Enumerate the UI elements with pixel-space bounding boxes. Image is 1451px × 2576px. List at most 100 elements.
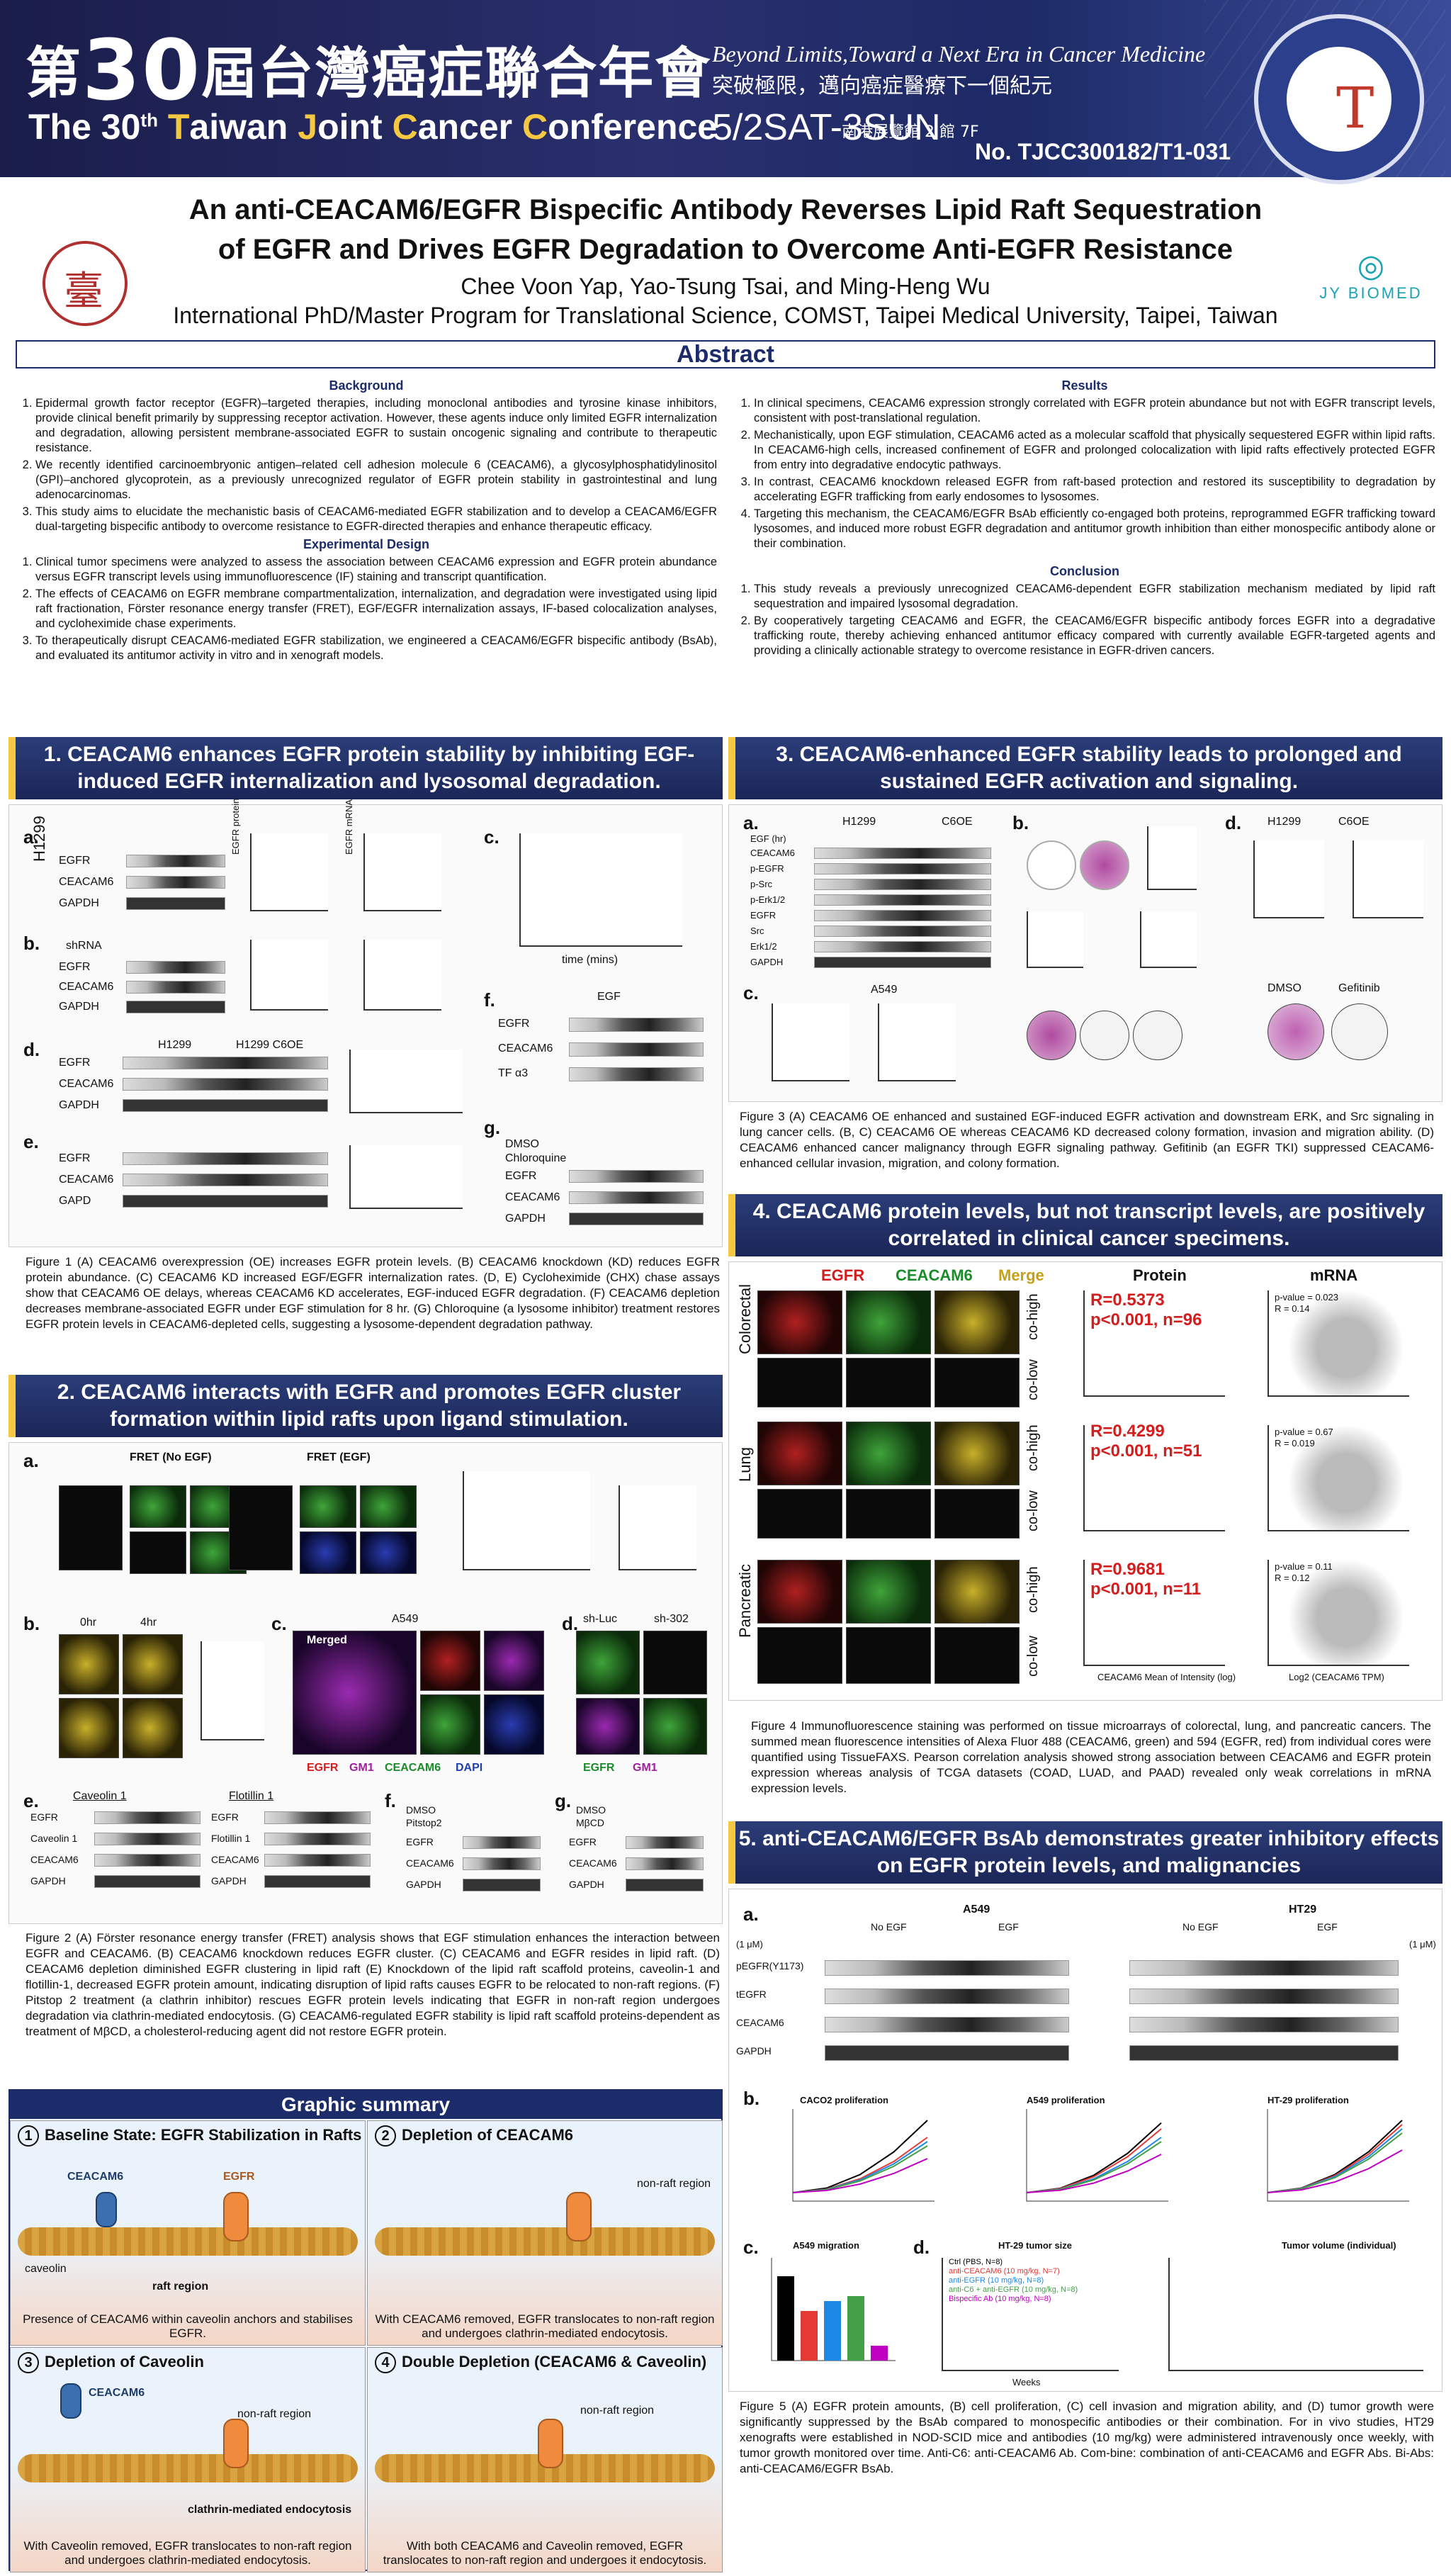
western-blot-band <box>463 1836 541 1849</box>
individual-tumor-plot <box>1168 2258 1423 2371</box>
ihc-image <box>935 1560 1020 1624</box>
panel-label: e. <box>23 1131 39 1152</box>
conclusion-list: This study reveals a previously unrecogn… <box>734 582 1435 658</box>
panel-label: c. <box>271 1613 287 1634</box>
conclusion-heading: Conclusion <box>1050 564 1119 578</box>
ihc-image <box>846 1489 931 1539</box>
colony-dish <box>1133 1011 1182 1060</box>
graphic-summary-heading: Graphic summary <box>10 2091 721 2119</box>
western-blot-band <box>825 1989 1069 2004</box>
section-4-heading: 4. CEACAM6 protein levels, but not trans… <box>728 1194 1442 1256</box>
egfr-receptor-icon <box>566 2192 592 2242</box>
panel-label: a. <box>23 1450 39 1471</box>
figure-2-caption: Figure 2 (A) Förster resonance energy tr… <box>26 1931 720 2038</box>
egfr-receptor-icon <box>223 2192 249 2242</box>
jy-logo-icon: ◎ <box>1357 249 1385 283</box>
axis <box>1267 2109 1409 2202</box>
list-item: Epidermal growth factor receptor (EGFR)–… <box>35 396 717 456</box>
abstract-right-column: Results In clinical specimens, CEACAM6 e… <box>734 376 1435 660</box>
panel-label: c. <box>743 982 759 1003</box>
western-blot-band <box>569 1018 704 1032</box>
migration-bar <box>777 2276 794 2361</box>
egfr-receptor-icon <box>538 2419 563 2468</box>
conference-seal-logo: T <box>1254 14 1424 184</box>
list-item: Clinical tumor specimens were analyzed t… <box>35 555 717 585</box>
conference-dates: 5/2SAT-3SUN <box>712 107 941 148</box>
western-blot-band <box>126 897 225 910</box>
fret-image <box>130 1485 186 1528</box>
bar-plot <box>363 940 441 1011</box>
series-line <box>792 2145 928 2193</box>
figure-3: a. H1299 C6OE EGF (hr) CEACAM6 p-EGFR p-… <box>728 804 1442 1102</box>
colony-dish <box>1027 840 1076 890</box>
western-blot-band <box>626 1879 704 1891</box>
panel-label: d. <box>913 2237 930 2258</box>
bar-plot <box>250 940 328 1011</box>
fret-image <box>360 1485 417 1528</box>
list-item: Mechanistically, upon EGF stimulation, C… <box>754 428 1435 473</box>
colony-dish <box>1080 840 1129 890</box>
cluster-image <box>123 1634 183 1694</box>
colocalization-image <box>420 1694 480 1755</box>
list-item: By cooperatively targeting CEACAM6 and E… <box>754 614 1435 658</box>
panel-label: e. <box>23 1790 39 1811</box>
ihc-image <box>757 1627 842 1684</box>
poster-affiliation: International PhD/Master Program for Tra… <box>173 303 1278 328</box>
ihc-image <box>846 1627 931 1684</box>
lipid-membrane <box>18 2227 358 2256</box>
western-blot-band <box>123 1099 328 1112</box>
western-blot-band <box>123 1078 328 1091</box>
ihc-image <box>757 1560 842 1624</box>
raft-image <box>643 1698 707 1755</box>
abstract-heading: Abstract <box>16 340 1435 369</box>
western-blot-band <box>123 1152 328 1165</box>
figure-3-caption: Figure 3 (A) CEACAM6 OE enhanced and sus… <box>740 1110 1434 1170</box>
series-line <box>1026 2122 1162 2193</box>
band-label: CEACAM6 <box>59 981 114 993</box>
ihc-image <box>757 1290 842 1354</box>
panel-label: c. <box>484 826 499 848</box>
poster-number: No. TJCC300182/T1-031 <box>975 139 1231 164</box>
raft-image <box>643 1631 707 1694</box>
protein-correlation-scatter <box>1083 1290 1225 1397</box>
series-line <box>1026 2154 1162 2193</box>
western-blot-band <box>123 1057 328 1069</box>
summary-panel-2: 2 Depletion of CEACAM6 non-raft region Wi… <box>367 2120 723 2346</box>
western-blot-band <box>126 961 225 974</box>
correlation-stat: R=0.9681 p<0.001, n=11 <box>1090 1560 1202 1599</box>
ceacam6-icon <box>60 2383 81 2419</box>
seal-emblem-icon: T <box>1336 75 1374 141</box>
migration-bar <box>801 2311 818 2361</box>
western-blot-band <box>123 1195 328 1208</box>
western-blot-band <box>814 848 991 859</box>
cluster-image <box>59 1698 119 1758</box>
conference-title-cn: 第30屆台灣癌症聯合年會 <box>26 21 712 119</box>
western-blot-band <box>94 1811 201 1824</box>
panel-label: b. <box>23 933 40 954</box>
ihc-image <box>757 1358 842 1407</box>
band-label: GAPDH <box>59 897 99 909</box>
lipid-membrane <box>375 2227 715 2256</box>
background-heading: Background <box>329 378 404 393</box>
panel-label: d. <box>562 1613 579 1634</box>
western-blot-band <box>94 1854 201 1867</box>
panel-label: a. <box>743 1903 759 1925</box>
western-blot-band <box>814 957 991 968</box>
section-5-heading: 5. anti-CEACAM6/EGFR BsAb demonstrates g… <box>728 1821 1442 1884</box>
mrna-scatter <box>1267 1290 1409 1397</box>
raft-image <box>576 1631 640 1694</box>
migration-bar <box>824 2301 841 2361</box>
western-blot-band <box>463 1857 541 1870</box>
figure-5-caption: Figure 5 (A) EGFR protein amounts, (B) c… <box>740 2400 1434 2475</box>
western-blot-band <box>569 1067 704 1081</box>
fret-image <box>300 1485 356 1528</box>
western-blot-band <box>569 1042 704 1057</box>
list-item: This study reveals a previously unrecogn… <box>754 582 1435 612</box>
seal-holder: T <box>1240 0 1451 184</box>
colony-bar-plot <box>1147 826 1197 890</box>
list-item: In clinical specimens, CEACAM6 expressio… <box>754 396 1435 426</box>
tumor-legend: Ctrl (PBS, N=8) anti-CEACAM6 (10 mg/kg, … <box>949 2258 1078 2303</box>
ihc-image <box>846 1422 931 1485</box>
western-blot-band <box>825 2017 1069 2032</box>
fret-image <box>300 1531 356 1574</box>
